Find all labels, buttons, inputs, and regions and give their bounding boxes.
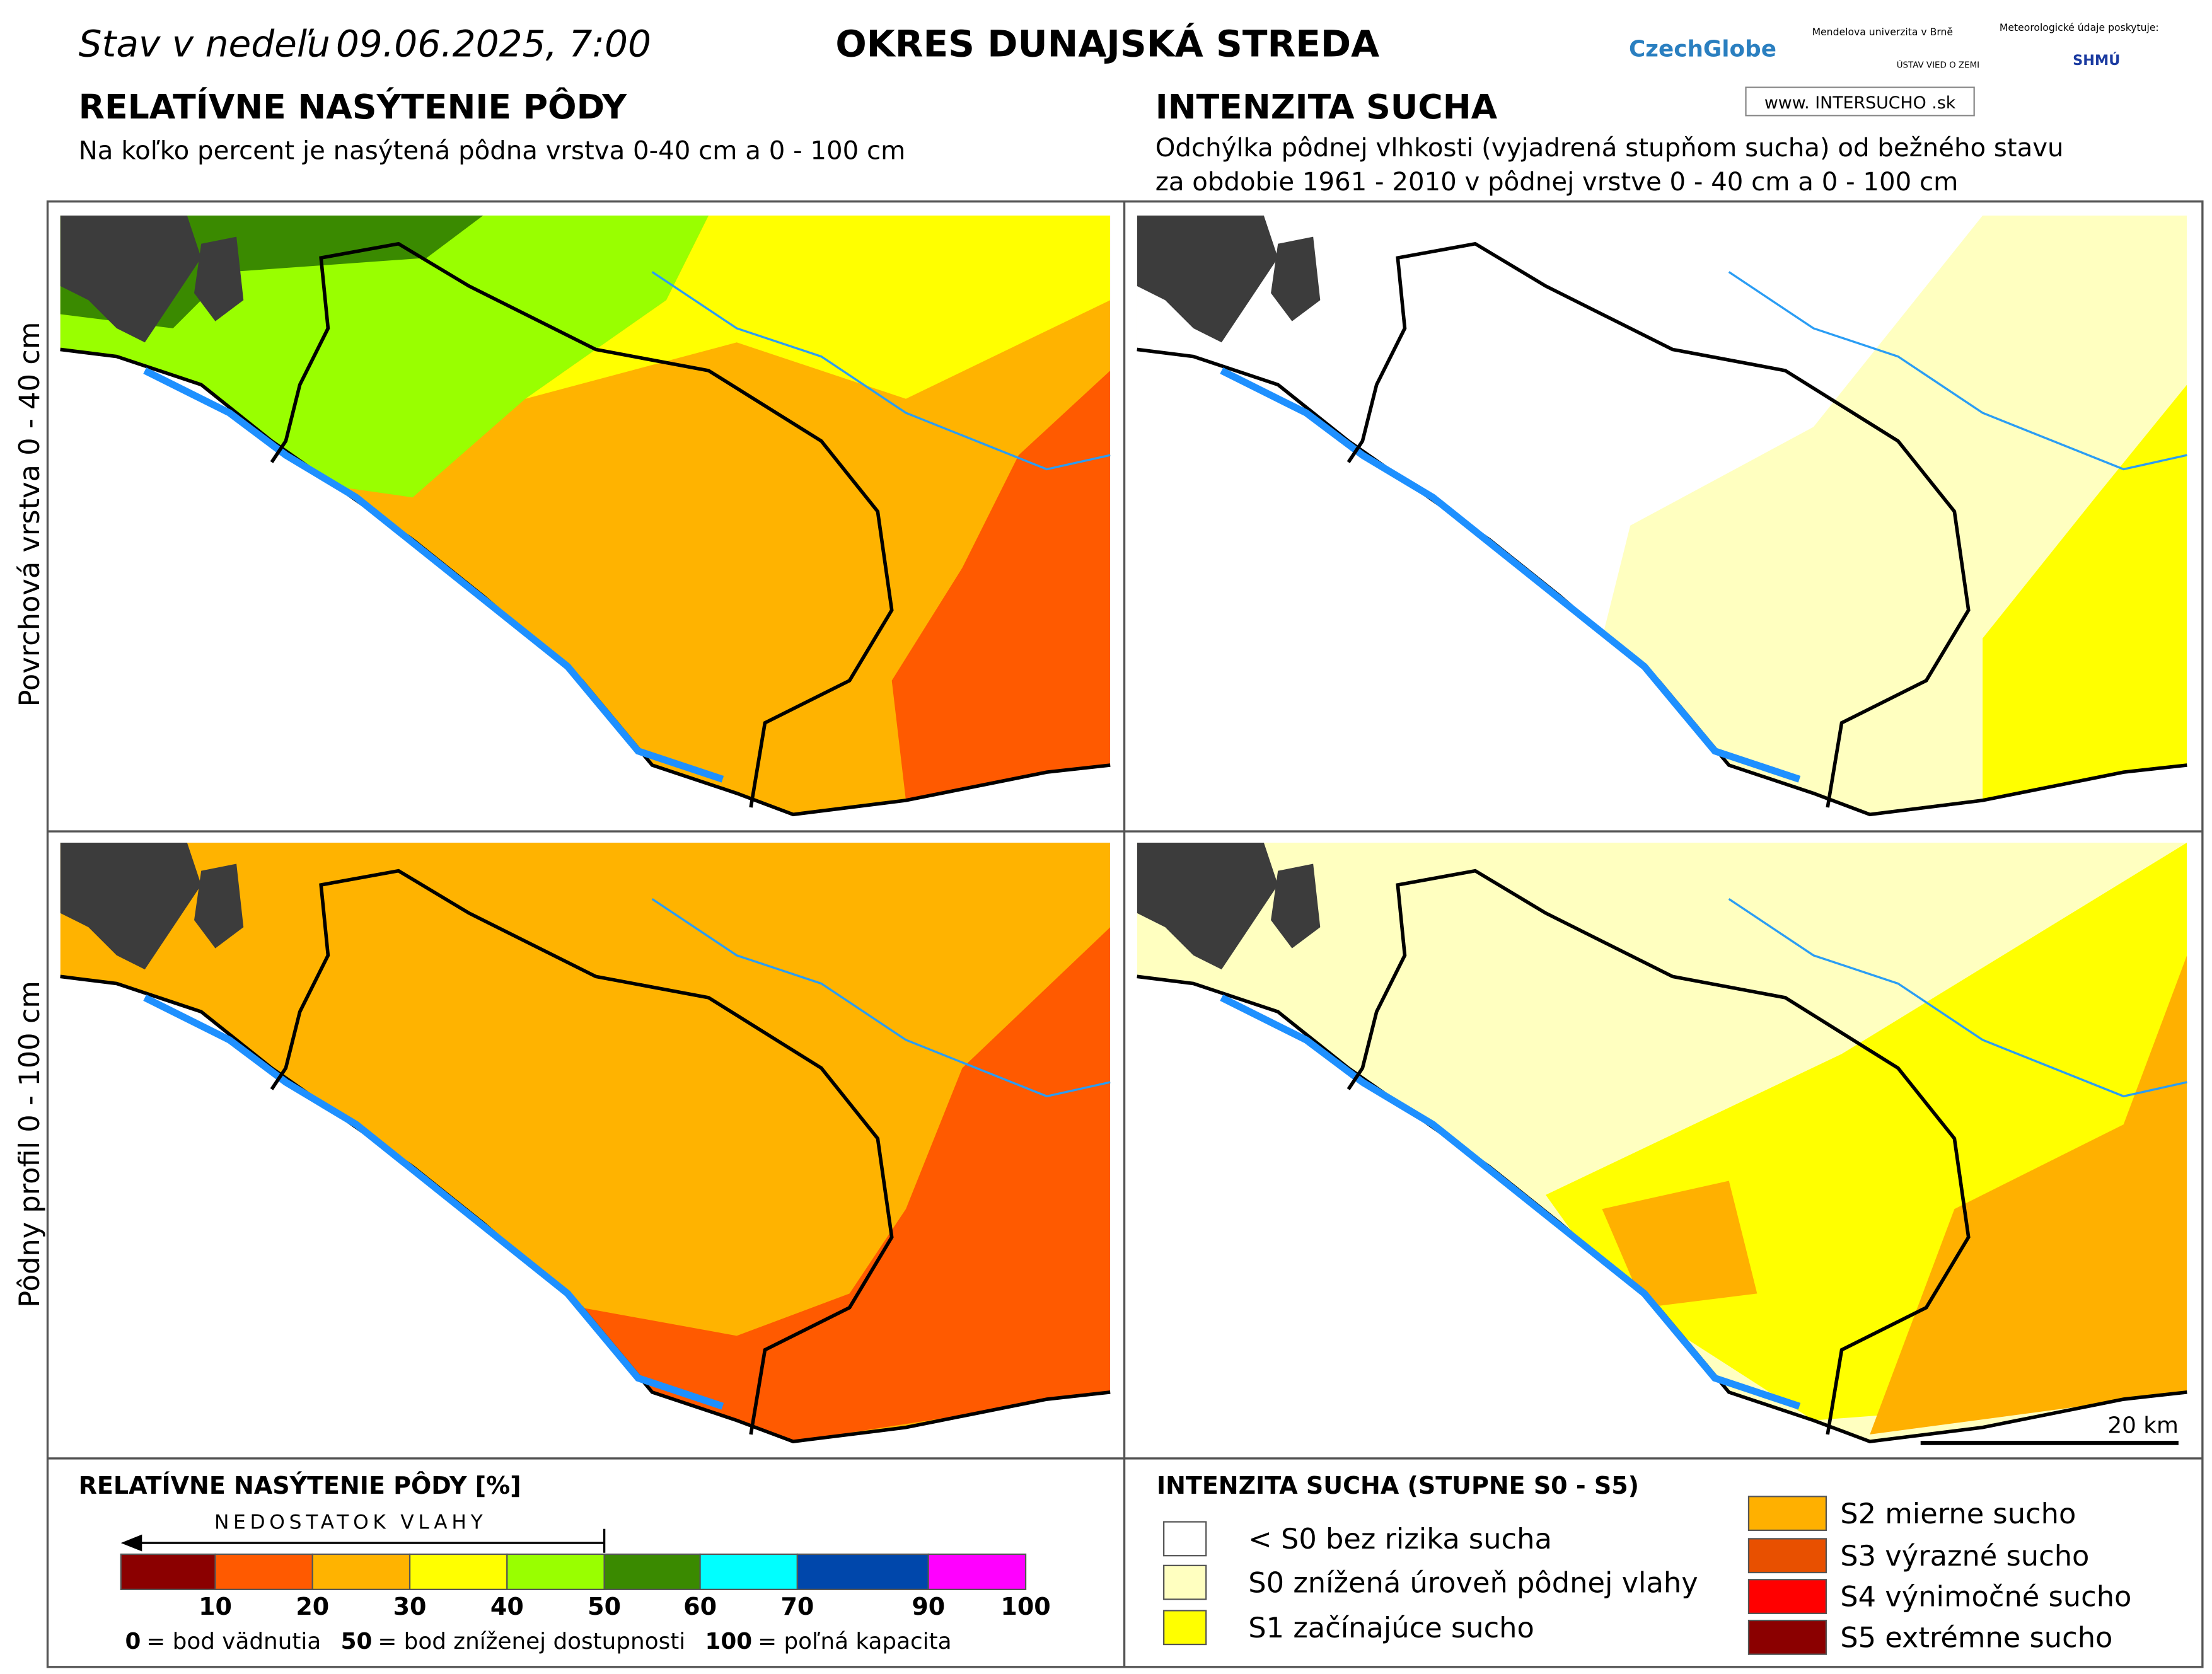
logo: SHMÚ: [2073, 51, 2120, 69]
map: [1137, 842, 2187, 1443]
district: OKRES DUNAJSKÁ STREDA: [835, 21, 1379, 65]
river: [1220, 994, 1801, 1410]
logo: CzechGlobe: [1629, 36, 1776, 62]
map-region: [525, 216, 1111, 399]
map-region: [1602, 1180, 1757, 1308]
row-label: Povrchová vrstva 0 - 40 cm: [13, 322, 46, 707]
note-key: 0: [125, 1629, 141, 1654]
district: [1346, 241, 1971, 808]
map-area: [60, 216, 1111, 815]
district: [270, 241, 894, 808]
tick-label: 60: [683, 1593, 717, 1620]
map-region: [581, 927, 1111, 1442]
legend-title: INTENZITA SUCHA (STUPNE S0 - S5): [1157, 1472, 1639, 1499]
urban: [60, 842, 202, 970]
legend-label: S0 znížená úroveň pôdnej vlahy: [1248, 1566, 1698, 1599]
map-area: [60, 842, 1111, 1442]
legend-label: S1 začínajúce sucho: [1248, 1611, 1534, 1644]
color-bin: [311, 1553, 411, 1590]
urban: [194, 236, 244, 321]
logo: Meteorologické údaje poskytuje:: [2000, 21, 2159, 33]
legend-label: S4 výnimočné sucho: [1840, 1580, 2131, 1613]
right-title: INTENZITA SUCHA: [1155, 87, 1498, 127]
color-bin: [603, 1553, 701, 1590]
legend-swatch: [1747, 1579, 1827, 1614]
river: [143, 994, 724, 1410]
legend-swatch: [1163, 1564, 1207, 1600]
tick-label: 10: [199, 1593, 232, 1620]
date-line: Stav v nedeľu 09.06.2025, 7:00: [79, 22, 651, 65]
district: [270, 869, 894, 1435]
legend-label: S5 extrémne sucho: [1840, 1621, 2112, 1654]
note-text: = bod zníženej dostupnosti: [378, 1629, 685, 1654]
tick-label: 70: [780, 1593, 814, 1620]
map-region: [1137, 216, 1983, 638]
date: 09.06.2025, 7:00: [336, 22, 651, 65]
logo-box: [1745, 86, 1975, 117]
color-bin: [214, 1553, 313, 1590]
legend-swatch: [1163, 1610, 1207, 1646]
legend-label: S2 mierne sucho: [1840, 1497, 2076, 1530]
tick-label: 90: [912, 1593, 945, 1620]
tick-label: 40: [490, 1593, 524, 1620]
legend-title: RELATÍVNE NASÝTENIE PÔDY [%]: [79, 1472, 521, 1499]
color-bin: [699, 1553, 799, 1590]
legend-label: < S0 bez rizika sucha: [1248, 1522, 1552, 1556]
river: [651, 271, 1111, 471]
river: [1728, 898, 2187, 1098]
tick-label: 20: [296, 1593, 329, 1620]
color-bin: [796, 1553, 929, 1590]
row-label: Pôdny profil 0 - 100 cm: [13, 981, 46, 1308]
map: [60, 842, 1111, 1443]
right-subtitle: Odchýlka pôdnej vlhkosti (vyjadrená stup…: [1155, 134, 2064, 163]
urban: [60, 216, 202, 343]
color-bin: [408, 1553, 508, 1590]
color-bin: [506, 1553, 605, 1590]
map-area: [1137, 842, 2187, 1442]
left-title: RELATÍVNE NASÝTENIE PÔDY: [79, 87, 628, 127]
right-subtitle: za obdobie 1961 - 2010 v pôdnej vrstve 0…: [1155, 168, 1959, 197]
note-text: = poľná kapacita: [758, 1629, 951, 1654]
legend-swatch: [1163, 1521, 1207, 1557]
map: [1137, 216, 2187, 817]
map-region: [1870, 955, 2187, 1434]
river: [651, 898, 1111, 1098]
logo: Mendelova univerzita v Brně: [1812, 26, 1953, 38]
river: [143, 367, 724, 783]
scale-label: 20 km: [2107, 1413, 2178, 1439]
map-region: [891, 370, 1111, 800]
color-bin: [120, 1553, 216, 1590]
logo: ÚSTAV VIED O ZEMI: [1897, 59, 1979, 70]
map: [60, 216, 1111, 817]
arrow-label: NEDOSTATOK VLAHY: [214, 1511, 487, 1534]
left-subtitle: Na koľko percent je nasýtená pôdna vrstv…: [79, 137, 906, 166]
legend-swatch: [1747, 1619, 1827, 1655]
legend-label: S3 výrazné sucho: [1840, 1539, 2089, 1573]
river: [1728, 271, 2187, 471]
note-text: = bod vädnutia: [146, 1629, 321, 1654]
urban: [1137, 842, 1278, 970]
legend-swatch: [1747, 1538, 1827, 1574]
tick-label: 50: [588, 1593, 621, 1620]
urban: [1271, 236, 1321, 321]
note-key: 100: [705, 1629, 753, 1654]
logo: www. INTERSUCHO .sk: [1764, 93, 1956, 113]
map-area: [1137, 216, 2187, 815]
note-key: 50: [341, 1629, 373, 1654]
district: [1346, 869, 1971, 1435]
river: [1220, 367, 1801, 783]
tick-label: 100: [1000, 1593, 1050, 1620]
tick-label: 30: [393, 1593, 427, 1620]
map-region: [1983, 384, 2187, 800]
urban: [194, 863, 244, 949]
legend-swatch: [1747, 1496, 1827, 1532]
color-bin: [927, 1553, 1027, 1590]
legend-notes: 0 = bod vädnutia 50 = bod zníženej dostupno…: [125, 1629, 951, 1654]
arrow-head: [120, 1534, 142, 1552]
urban: [1271, 863, 1321, 949]
date-prefix: Stav v nedeľu: [79, 22, 330, 65]
urban: [1137, 216, 1278, 343]
